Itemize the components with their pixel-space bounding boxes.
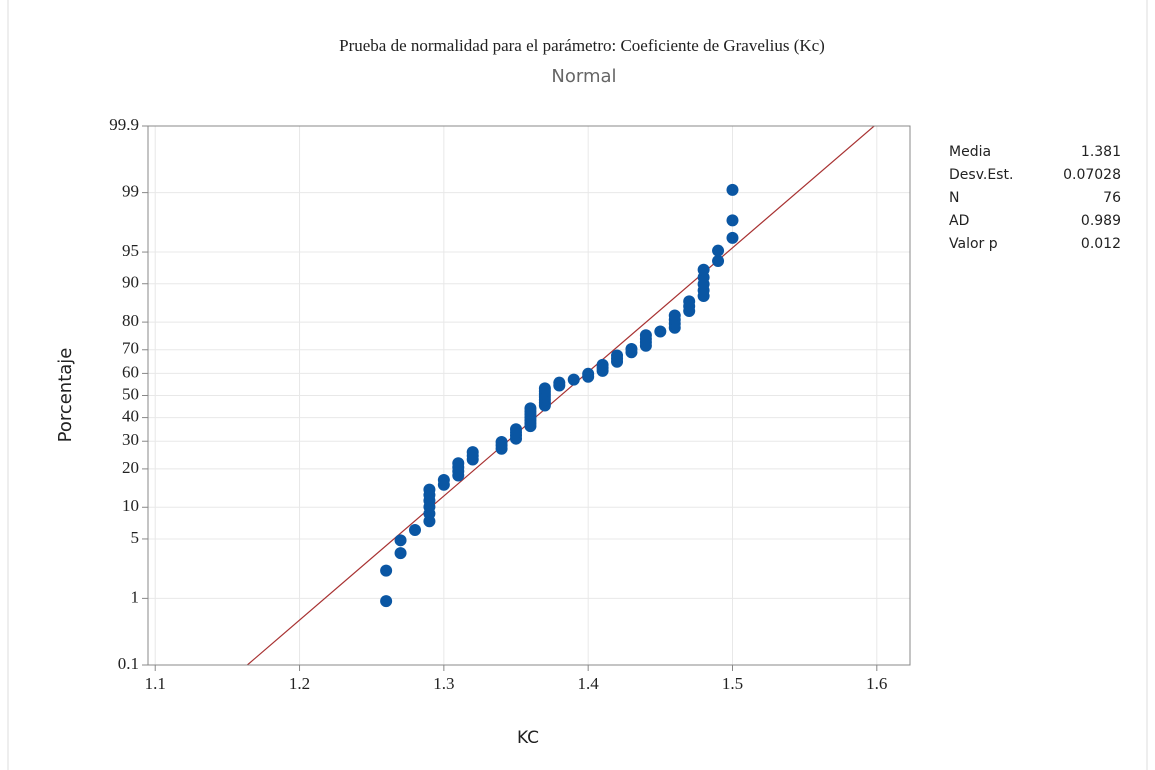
stat-label: N [949, 190, 959, 206]
y-tick-label: 95 [122, 241, 139, 260]
stat-label: Valor p [949, 236, 998, 252]
y-tick-label: 1 [131, 587, 140, 606]
point [423, 483, 436, 496]
point [510, 423, 523, 436]
y-tick-label: 99.9 [109, 115, 139, 134]
fit-line [246, 125, 875, 666]
y-tick-label: 40 [122, 407, 139, 426]
point [394, 534, 407, 547]
point [611, 349, 624, 362]
stat-value: 1.381 [1081, 144, 1121, 160]
point [495, 435, 508, 448]
stat-value: 0.07028 [1063, 167, 1121, 183]
point [726, 214, 739, 227]
chart-title: Prueba de normalidad para el parámetro: … [339, 36, 825, 55]
stat-label: Media [949, 144, 991, 160]
x-tick-label: 1.5 [722, 674, 743, 693]
x-tick-label: 1.1 [145, 674, 166, 693]
y-tick-label: 80 [122, 311, 139, 330]
y-axis-label: Porcentaje [55, 348, 76, 443]
stat-label: AD [949, 213, 969, 229]
point [380, 595, 393, 608]
y-tick-label: 20 [122, 458, 139, 477]
point [654, 325, 667, 338]
point [582, 367, 595, 380]
point [538, 382, 551, 395]
y-tick-label: 30 [122, 430, 139, 449]
y-tick-label: 70 [122, 339, 139, 358]
point [437, 474, 450, 487]
point [394, 547, 407, 560]
point [553, 376, 566, 389]
point [639, 329, 652, 342]
point [712, 244, 725, 257]
point [625, 343, 638, 356]
point [697, 263, 710, 276]
y-tick-label: 50 [122, 384, 139, 403]
point [466, 446, 479, 459]
y-tick-label: 99 [122, 182, 139, 201]
x-axis-label: KC [517, 728, 539, 748]
point [380, 564, 393, 577]
point [726, 231, 739, 244]
point [668, 309, 681, 322]
x-tick-label: 1.2 [289, 674, 310, 693]
x-tick-label: 1.6 [866, 674, 887, 693]
point [567, 373, 580, 386]
stat-value: 76 [1103, 190, 1121, 206]
point [683, 295, 696, 308]
point [712, 254, 725, 267]
point [408, 524, 421, 537]
chart-subtitle: Normal [551, 66, 616, 87]
point [452, 457, 465, 470]
stat-value: 0.012 [1081, 236, 1121, 252]
y-tick-label: 90 [122, 273, 139, 292]
x-tick-label: 1.4 [578, 674, 600, 693]
stat-value: 0.989 [1081, 213, 1121, 229]
stat-label: Desv.Est. [949, 167, 1013, 183]
point [524, 402, 537, 415]
y-tick-label: 0.1 [118, 654, 139, 673]
point [596, 358, 609, 371]
y-tick-label: 10 [122, 496, 139, 515]
y-tick-label: 5 [131, 528, 140, 547]
marks [246, 125, 875, 666]
point [726, 183, 739, 196]
y-tick-label: 60 [122, 362, 139, 381]
x-tick-label: 1.3 [433, 674, 454, 693]
